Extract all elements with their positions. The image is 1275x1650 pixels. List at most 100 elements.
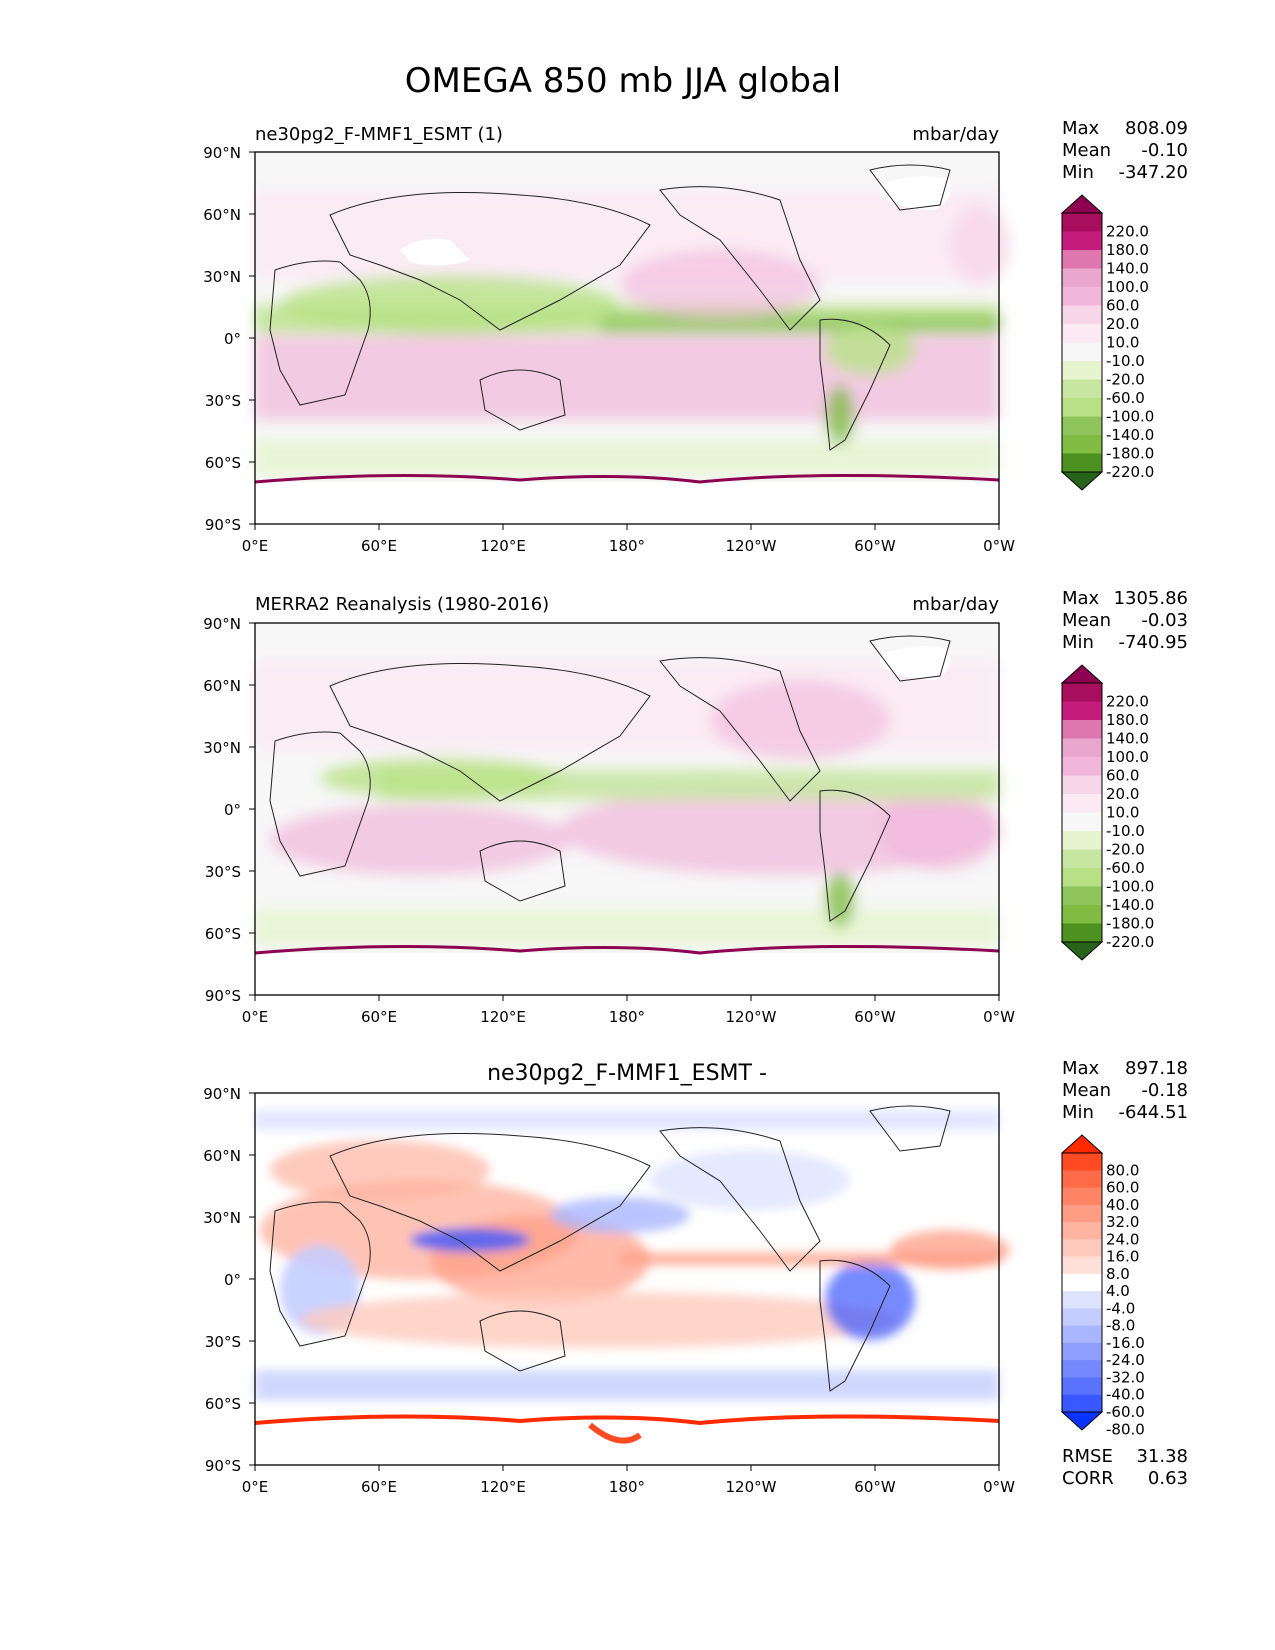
lat-tick-label: 60°S bbox=[205, 1395, 241, 1413]
lat-tick-label: 90°S bbox=[205, 1457, 241, 1475]
lon-axis: 0°E 60°E 120°E 180° 120°W 60°W 0°W bbox=[242, 1008, 1015, 1026]
colorbar-tick-label: -180.0 bbox=[1106, 915, 1154, 933]
panel-title-left: MERRA2 Reanalysis (1980-2016) bbox=[255, 594, 549, 615]
colorbar-segment bbox=[1062, 720, 1102, 739]
colorbar-tick-label: -4.0 bbox=[1106, 1299, 1135, 1317]
colorbar-segment bbox=[1062, 1153, 1102, 1171]
stat-value: -740.95 bbox=[1119, 632, 1188, 653]
colorbar-segment bbox=[1062, 453, 1102, 473]
colorbar: 220.0180.0140.0100.060.020.010.0-10.0-20… bbox=[1060, 194, 1154, 491]
stat-value: 808.09 bbox=[1125, 118, 1188, 139]
colorbar-tick-label: -60.0 bbox=[1106, 1403, 1145, 1421]
panel-title-right: mbar/day bbox=[912, 124, 999, 145]
colorbar-tick-label: -180.0 bbox=[1106, 445, 1154, 463]
colorbar-segment bbox=[1062, 213, 1102, 232]
lon-tick-label: 0°W bbox=[983, 1008, 1015, 1026]
lon-tick-label: 0°W bbox=[983, 537, 1015, 555]
colorbar-tick-label: 40.0 bbox=[1106, 1196, 1139, 1214]
colorbar-extend-max bbox=[1060, 1134, 1104, 1154]
metric-value: 31.38 bbox=[1136, 1446, 1188, 1467]
stat-label: Min bbox=[1062, 632, 1094, 653]
lat-tick-label: 30°S bbox=[205, 1333, 241, 1351]
colorbar-segment bbox=[1062, 231, 1102, 251]
colorbar: 80.060.040.032.024.016.08.04.0-4.0-8.0-1… bbox=[1060, 1134, 1145, 1438]
colorbar-segment bbox=[1062, 342, 1102, 362]
field-blobs bbox=[255, 190, 1010, 475]
metric-value: 0.63 bbox=[1148, 1468, 1188, 1489]
lon-tick-label: 120°W bbox=[726, 1008, 777, 1026]
stat-label: Max bbox=[1062, 588, 1100, 609]
colorbar-tick-label: 220.0 bbox=[1106, 223, 1149, 241]
colorbar-tick-label: 60.0 bbox=[1106, 1179, 1139, 1197]
lon-tick-label: 60°E bbox=[361, 1008, 397, 1026]
colorbar-segment bbox=[1062, 1204, 1102, 1223]
panel-title-left: ne30pg2_F-MMF1_ESMT (1) bbox=[255, 124, 503, 145]
lat-tick-label: 30°S bbox=[205, 392, 241, 410]
colorbar-tick-label: -220.0 bbox=[1106, 463, 1154, 481]
lat-tick-label: 60°N bbox=[203, 1147, 241, 1165]
colorbar-segment bbox=[1062, 868, 1102, 887]
colorbar-segment bbox=[1062, 905, 1102, 924]
panel-title-right: mbar/day bbox=[912, 594, 999, 615]
lat-tick-label: 0° bbox=[224, 1271, 241, 1289]
colorbar-segment bbox=[1062, 812, 1102, 832]
stat-value: -644.51 bbox=[1119, 1102, 1188, 1123]
stat-label: Max bbox=[1062, 1058, 1100, 1079]
panel-reference: MERRA2 Reanalysis (1980-2016) mbar/day bbox=[203, 588, 1188, 1026]
colorbar-segment bbox=[1062, 738, 1102, 758]
colorbar-tick-label: -8.0 bbox=[1106, 1317, 1135, 1335]
lat-tick-label: 60°S bbox=[205, 925, 241, 943]
colorbar-segment bbox=[1062, 1187, 1102, 1206]
lat-tick-label: 90°N bbox=[203, 144, 241, 162]
colorbar-tick-label: 20.0 bbox=[1106, 315, 1139, 333]
colorbar-tick-label: -140.0 bbox=[1106, 896, 1154, 914]
colorbar-tick-label: -220.0 bbox=[1106, 933, 1154, 951]
lon-tick-label: 60°W bbox=[854, 1478, 896, 1496]
colorbar-frame bbox=[1061, 682, 1103, 943]
lon-tick-label: 120°E bbox=[480, 537, 526, 555]
colorbar-segment bbox=[1062, 1342, 1102, 1361]
colorbar-tick-label: -24.0 bbox=[1106, 1351, 1145, 1369]
stat-label: Mean bbox=[1062, 1080, 1111, 1101]
lat-tick-label: 90°N bbox=[203, 1085, 241, 1103]
lat-axis: 90°N 60°N 30°N 0° 30°S 60°S 90°S bbox=[203, 615, 241, 1005]
stat-value: 1305.86 bbox=[1114, 588, 1188, 609]
colorbar-segment bbox=[1062, 1222, 1102, 1240]
colorbar-tick-label: 8.0 bbox=[1106, 1265, 1130, 1283]
colorbar-tick-label: 80.0 bbox=[1106, 1161, 1139, 1179]
colorbar-segment bbox=[1062, 849, 1102, 869]
lon-tick-label: 180° bbox=[609, 537, 645, 555]
colorbar-segment bbox=[1062, 886, 1102, 906]
lon-axis: 0°E 60°E 120°E 180° 120°W 60°W 0°W bbox=[242, 537, 1015, 555]
colorbar-tick-label: -20.0 bbox=[1106, 841, 1145, 859]
lat-tick-label: 60°N bbox=[203, 677, 241, 695]
colorbar-tick-label: 140.0 bbox=[1106, 730, 1149, 748]
colorbar-tick-label: 60.0 bbox=[1106, 767, 1139, 785]
stats-block: Max 1305.86 Mean -0.03 Min -740.95 bbox=[1062, 588, 1188, 653]
colorbar-segment bbox=[1062, 416, 1102, 436]
colorbar-segment bbox=[1062, 757, 1102, 776]
stat-value: 897.18 bbox=[1125, 1058, 1188, 1079]
colorbar-segment bbox=[1062, 1170, 1102, 1189]
colorbar-tick-label: -100.0 bbox=[1106, 878, 1154, 896]
colorbar-tick-label: -100.0 bbox=[1106, 408, 1154, 426]
colorbar-tick-label: -10.0 bbox=[1106, 822, 1145, 840]
lon-axis: 0°E 60°E 120°E 180° 120°W 60°W 0°W bbox=[242, 1478, 1015, 1496]
colorbar-tick-label: 60.0 bbox=[1106, 297, 1139, 315]
lon-tick-label: 120°E bbox=[480, 1008, 526, 1026]
colorbar-tick-label: -32.0 bbox=[1106, 1368, 1145, 1386]
colorbar-extend-max bbox=[1060, 664, 1104, 684]
colorbar-tick-label: 24.0 bbox=[1106, 1230, 1139, 1248]
lat-ticks bbox=[249, 1092, 1000, 1471]
colorbar-extend-min bbox=[1060, 471, 1104, 491]
lat-tick-label: 0° bbox=[224, 330, 241, 348]
lon-tick-label: 60°W bbox=[854, 537, 896, 555]
map-plot bbox=[254, 151, 1010, 525]
metric-label: RMSE bbox=[1062, 1446, 1113, 1467]
colorbar-segment bbox=[1062, 775, 1102, 795]
lon-tick-label: 120°W bbox=[726, 1478, 777, 1496]
colorbar-frame bbox=[1061, 212, 1103, 473]
colorbar-segment bbox=[1062, 1394, 1102, 1413]
colorbar-tick-label: -60.0 bbox=[1106, 859, 1145, 877]
colorbar-segment bbox=[1062, 1360, 1102, 1378]
